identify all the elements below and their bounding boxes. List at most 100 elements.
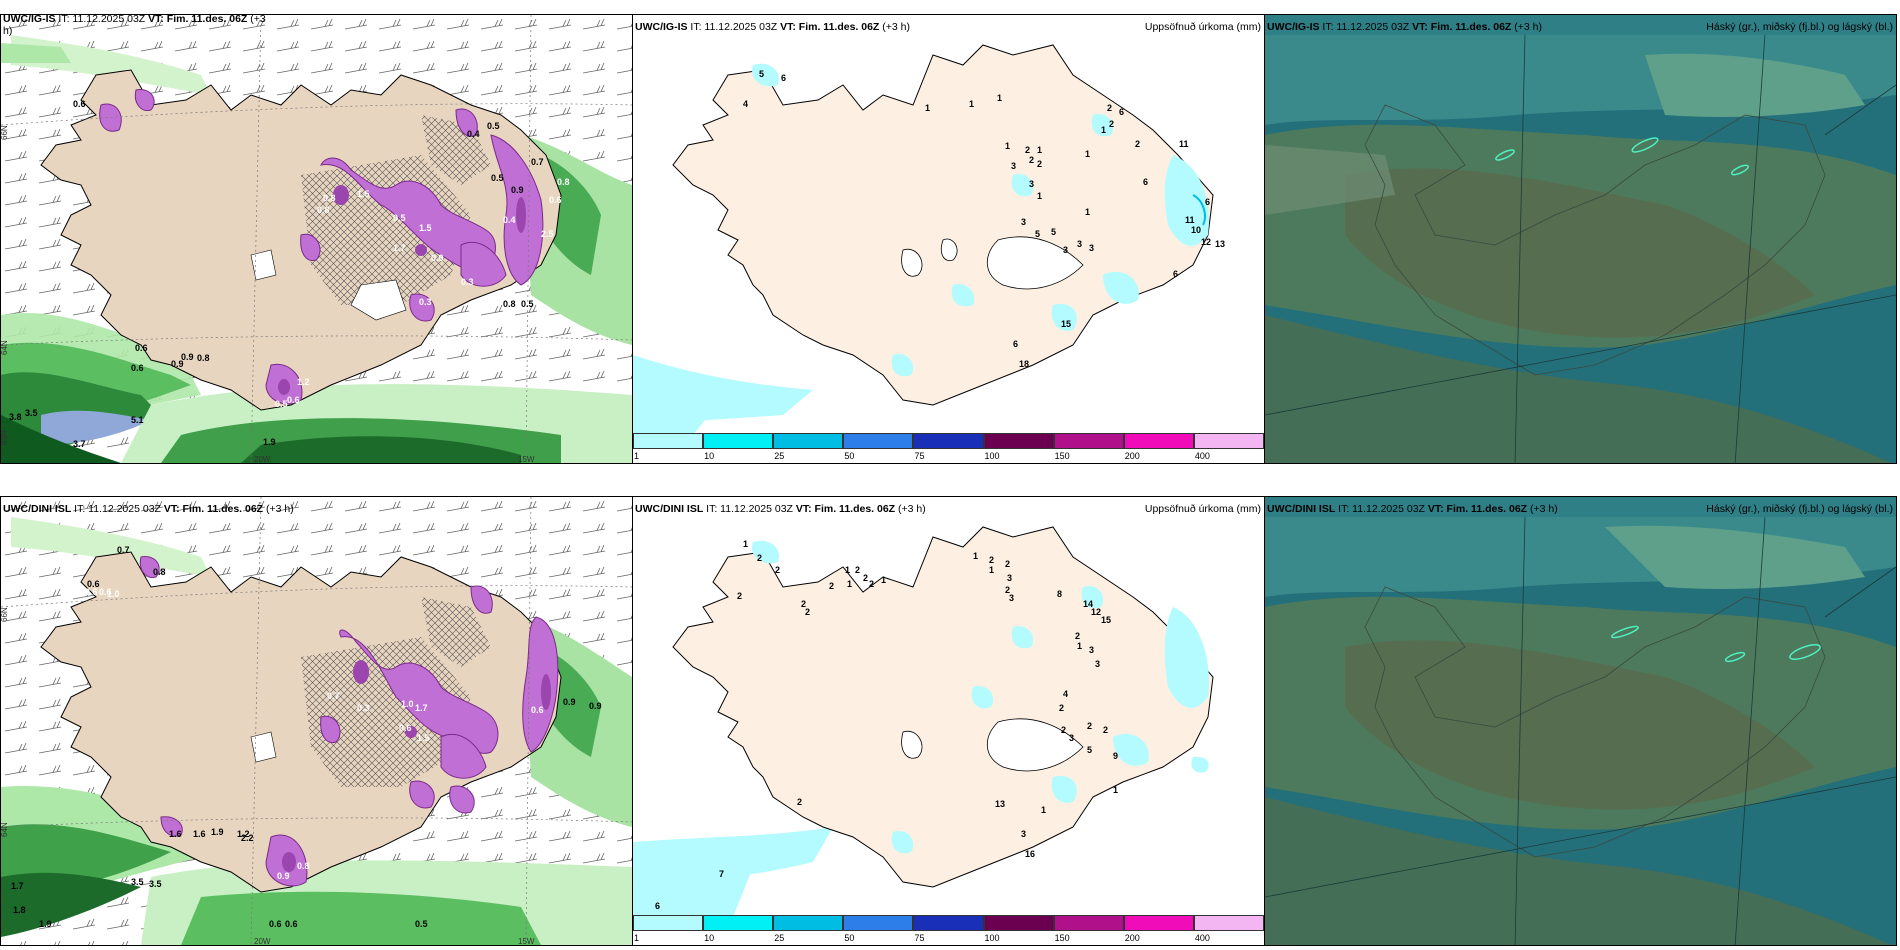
forecast-step: (+3: [250, 14, 266, 25]
forecast-step: (+3 h): [266, 503, 294, 515]
value-label: 1: [1085, 207, 1090, 217]
legend-swatch: [1123, 433, 1194, 449]
legend-tick: 100: [984, 451, 1000, 461]
value-label: 11: [1185, 215, 1195, 225]
value-label: 0.5: [393, 213, 406, 223]
value-label: 3.5: [131, 877, 144, 887]
value-label: 2: [1005, 559, 1010, 569]
value-label: 6: [781, 73, 786, 83]
panel-subtitle: Uppsöfnuð úrkoma (mm): [1144, 503, 1261, 515]
value-label: 16: [1025, 849, 1035, 859]
lat-label: 63N: [1, 430, 9, 445]
cloud-map: [1265, 35, 1896, 463]
value-label: 0.6: [269, 919, 282, 929]
value-label: 1.5: [417, 733, 430, 743]
value-label: 1: [925, 103, 930, 113]
forecast-step-cont: h): [3, 25, 13, 37]
value-label: 0.5: [491, 173, 504, 183]
value-label: 3.5: [149, 879, 162, 889]
panel-header: UWC/IG-IS IT: 11.12.2025 03Z VT: Fim. 11…: [3, 14, 266, 37]
valid-time: VT: Fim. 11.des. 06Z: [1427, 503, 1528, 515]
value-label: 1: [1037, 145, 1042, 155]
panel-subtitle: Uppsöfnuð úrkoma (mm): [1144, 21, 1261, 33]
value-label: 15: [1061, 319, 1071, 329]
value-label: 1.2: [297, 377, 310, 387]
lon-label: 20W: [254, 455, 271, 463]
value-label: 1.2: [237, 829, 250, 839]
value-label: 0.6: [87, 579, 100, 589]
panel-wind-precip-dini: UWC/DINI ISL IT: 11.12.2025 03Z VT: Fim.…: [0, 496, 633, 946]
init-time: IT: 11.12.2025 03Z: [706, 503, 793, 515]
value-label: 3: [1077, 239, 1082, 249]
value-label: 2: [989, 555, 994, 565]
value-label: 3: [1089, 645, 1094, 655]
lon-label: 15W: [518, 455, 535, 463]
value-label: 1.6: [169, 829, 182, 839]
panel-header: UWC/DINI ISL IT: 11.12.2025 03Z VT: Fim.…: [1267, 503, 1558, 515]
value-label: 2: [1025, 145, 1030, 155]
value-label: 2: [1135, 139, 1140, 149]
legend-tick: 200: [1124, 451, 1140, 461]
value-label: 2: [1087, 721, 1092, 731]
value-label: 3.7: [73, 439, 86, 449]
init-time: IT: 11.12.2025 03Z: [1322, 21, 1410, 33]
lat-label: 64N: [1, 340, 9, 355]
legend-swatch: [703, 433, 774, 449]
value-label: 1.6: [193, 829, 206, 839]
legend-tick: 50: [844, 933, 855, 943]
value-label: 6: [1205, 197, 1210, 207]
legend-tick: 400: [1194, 451, 1210, 461]
value-label: 11: [1179, 139, 1189, 149]
forecast-step: (+3 h): [1530, 503, 1558, 515]
value-label: 5.1: [131, 415, 144, 425]
value-label: 3: [1021, 829, 1026, 839]
value-label: 6: [1013, 339, 1018, 349]
panel-header: UWC/DINI ISL IT: 11.12.2025 03Z VT: Fim.…: [3, 503, 294, 515]
value-label: 3: [1095, 659, 1100, 669]
legend-tick: 1: [634, 451, 640, 461]
value-label: 9: [1113, 751, 1118, 761]
legend-tick: 75: [914, 451, 925, 461]
value-label: 3: [1009, 593, 1014, 603]
model-name: UWC/DINI ISL: [635, 503, 704, 515]
value-label: 0.5: [275, 399, 288, 409]
value-label: 2: [1059, 703, 1064, 713]
value-label: 0.8: [323, 193, 336, 203]
value-label: 0.8: [503, 299, 516, 309]
value-label: 3: [1007, 573, 1012, 583]
legend-swatch: [1053, 915, 1124, 931]
value-label: 3: [1089, 243, 1094, 253]
init-time: IT: 11.12.2025 03Z: [74, 503, 161, 515]
precip-legend: 1 10 25 50 75 100 150 200 400: [633, 433, 1264, 463]
value-label: 1: [969, 99, 974, 109]
value-label: 3: [1063, 245, 1068, 255]
value-label: 2: [1037, 159, 1042, 169]
value-label: 14: [1083, 599, 1093, 609]
legend-tick: 10: [704, 451, 715, 461]
valid-time: VT: Fim. 11.des. 06Z: [780, 21, 880, 33]
value-label: 0.6: [135, 343, 148, 353]
valid-time: VT: Fim. 11.des. 06Z: [148, 14, 248, 25]
value-label: 0.3: [461, 277, 474, 287]
panel-header: UWC/IG-IS IT: 11.12.2025 03Z VT: Fim. 11…: [635, 21, 910, 33]
value-label: 1: [1101, 125, 1106, 135]
panel-subtitle: Háský (gr.), miðský (fj.bl.) og lágský (…: [1706, 503, 1893, 515]
value-label: 0.6: [285, 919, 298, 929]
value-label: 1.8: [13, 905, 26, 915]
legend-swatch: [1123, 915, 1194, 931]
value-label: 13: [1215, 239, 1225, 249]
legend-swatch: [703, 915, 774, 931]
legend-tick: 75: [914, 933, 925, 943]
init-time: IT: 11.12.2025 03Z: [1338, 503, 1425, 515]
forecast-step: (+3 h): [882, 21, 911, 33]
value-label: 2.2: [241, 833, 254, 843]
valid-time: VT: Fim. 11.des. 06Z: [1412, 21, 1512, 33]
legend-swatch: [983, 433, 1054, 449]
value-label: 2: [775, 565, 780, 575]
legend-swatch: [1193, 915, 1264, 931]
value-label: 2: [829, 581, 834, 591]
value-label: 5: [1051, 227, 1056, 237]
value-label: 1.9: [211, 827, 224, 837]
value-label: 10: [1191, 225, 1201, 235]
